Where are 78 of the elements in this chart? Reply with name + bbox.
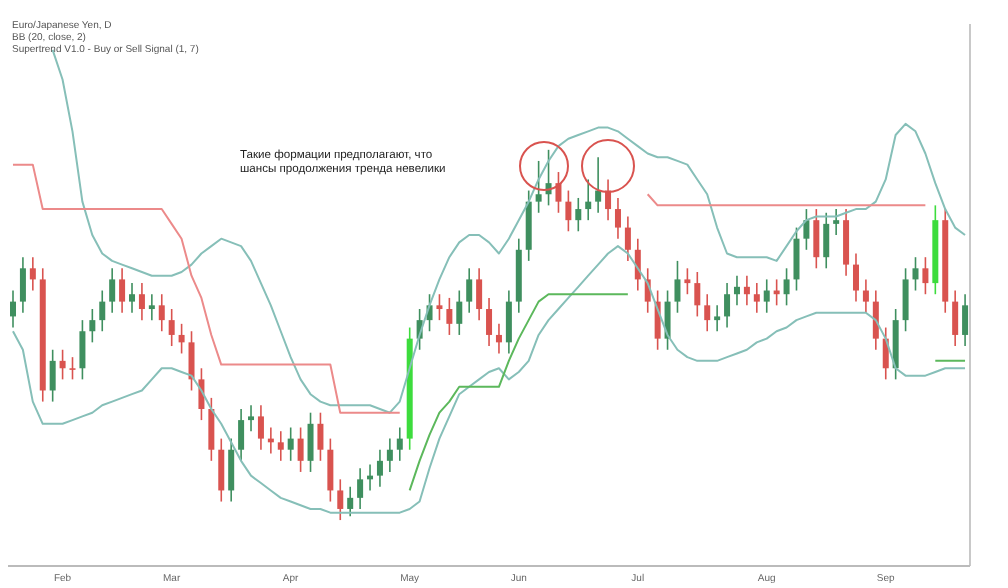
candlestick (743, 274, 750, 307)
candlestick (486, 297, 493, 347)
candlestick (535, 160, 542, 214)
candlestick (624, 215, 631, 262)
candlestick (376, 448, 383, 488)
candlestick (10, 289, 16, 329)
candlestick (952, 289, 959, 347)
candlestick (238, 408, 245, 462)
candlestick (793, 226, 800, 292)
candlestick (347, 485, 354, 518)
candlestick (49, 348, 56, 403)
candlestick (178, 323, 185, 355)
candlestick (386, 437, 393, 473)
candlestick (476, 267, 483, 321)
candlestick (119, 267, 126, 314)
candlestick (396, 426, 403, 462)
candlestick (69, 356, 76, 381)
candlestick (783, 267, 790, 307)
candlestick (228, 437, 235, 503)
candlestick (287, 426, 294, 462)
candlestick (297, 426, 304, 473)
candlestick (962, 293, 969, 347)
candlestick (505, 289, 512, 355)
candlestick (833, 208, 840, 236)
candlestick (565, 189, 572, 233)
candlestick (317, 411, 324, 462)
candlestick (257, 404, 264, 451)
candlestick (168, 308, 175, 347)
candlestick (89, 308, 96, 344)
candlestick (872, 289, 879, 351)
candlestick (129, 282, 136, 314)
candlestick (813, 208, 820, 270)
candlestick (763, 278, 770, 314)
candlestick (724, 282, 731, 329)
candlestick (277, 430, 284, 462)
candlestick (555, 171, 562, 214)
candlestick (327, 437, 334, 503)
candlestick (218, 437, 225, 503)
candlestick (575, 197, 582, 233)
candlestick (436, 293, 443, 321)
candlestick (158, 293, 165, 333)
candlestick (337, 478, 344, 521)
candlestick (843, 208, 850, 277)
candlestick (803, 208, 810, 251)
candlestick (595, 156, 602, 214)
candlestick (694, 271, 701, 318)
candlestick (823, 211, 830, 270)
candlestick (148, 293, 155, 321)
candlestick (99, 289, 106, 333)
candlestick (29, 256, 36, 292)
candlestick (852, 252, 859, 303)
candlestick (714, 304, 721, 333)
candlestick (456, 289, 463, 336)
candlestick (19, 256, 26, 314)
candlestick (862, 278, 869, 314)
candlestick (704, 293, 711, 333)
candlestick (664, 289, 671, 351)
candlestick (307, 411, 314, 473)
candlestick (138, 282, 145, 321)
candlestick (466, 267, 473, 314)
candlestick (357, 467, 364, 510)
candlestick (495, 323, 502, 355)
candlestick (585, 178, 592, 221)
candlestick (753, 282, 760, 314)
candlestick (733, 274, 740, 307)
candlestick (208, 397, 215, 462)
candlestick (79, 319, 86, 381)
candlestick (446, 297, 453, 336)
candlestick (902, 267, 909, 333)
candlestick (188, 330, 195, 392)
candlestick (922, 256, 929, 296)
candlestick (59, 348, 66, 381)
candlestick (109, 267, 116, 314)
candlestick (614, 197, 621, 240)
candlestick (912, 256, 919, 292)
candlestick (248, 404, 255, 432)
candlestick (674, 260, 681, 314)
candlestick (684, 267, 691, 296)
